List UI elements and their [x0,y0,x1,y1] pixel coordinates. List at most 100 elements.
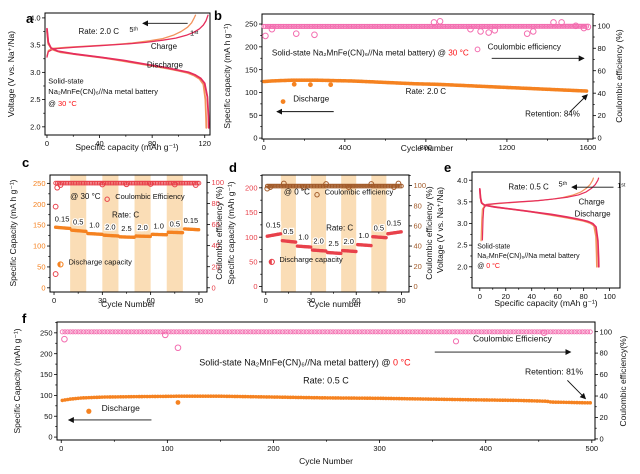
svg-text:800: 800 [420,143,433,152]
svg-text:150: 150 [40,370,53,379]
svg-text:Na₂MnFe(CN)₆//Na metal battery: Na₂MnFe(CN)₆//Na metal battery [48,87,158,96]
svg-text:4.0: 4.0 [457,176,467,185]
svg-text:3.5: 3.5 [30,41,40,50]
svg-text:@ 0 °C: @ 0 °C [284,187,310,196]
rate-step-label: 1.0 [298,233,308,242]
rate-step-label: 2.0 [343,237,353,246]
svg-text:Specific Capacity (mAh g⁻¹): Specific Capacity (mAh g⁻¹) [12,328,22,433]
svg-text:100: 100 [245,233,258,242]
svg-text:50: 50 [44,412,52,421]
svg-text:200: 200 [40,349,53,358]
svg-text:20: 20 [600,413,608,422]
rate-step-label: 1.0 [359,231,369,240]
svg-text:100: 100 [161,444,174,453]
rate-step-label: 2.0 [105,222,115,231]
rate-step-label: 0.15 [387,218,402,227]
svg-text:Discharge capacity: Discharge capacity [279,255,343,264]
panel-f-letter: f [22,311,27,326]
rate-step-label: 2.5 [121,224,131,233]
svg-text:40: 40 [528,292,536,301]
svg-text:Coulombic efficiency: Coulombic efficiency [488,42,561,51]
svg-text:Voltage (V vs. Na⁺/Na): Voltage (V vs. Na⁺/Na) [435,187,445,273]
svg-text:0: 0 [59,444,63,453]
panel-c-chart: 0 30 60 90 0 50 100 150 200 250 0 20 40 60 80 100 Cycle … [8,174,224,309]
svg-text:0: 0 [45,139,49,148]
svg-text:60: 60 [600,370,608,379]
svg-text:3.0: 3.0 [30,68,40,77]
panel-d-chart: 0 30 60 90 0 50 100 150 200 0 20 40 60 80 100 Cycle num… [226,174,434,309]
svg-text:0: 0 [264,296,268,305]
svg-text:Specific capacity (mA h g⁻¹): Specific capacity (mA h g⁻¹) [222,23,232,128]
svg-text:40: 40 [598,89,606,98]
svg-text:Rate: C: Rate: C [112,211,139,220]
rate-step-label: 0.15 [55,214,70,223]
rate-step-label: 0.15 [266,220,281,229]
svg-text:Rate: 0.5 C: Rate: 0.5 C [303,376,349,386]
svg-text:500: 500 [586,444,599,453]
svg-text:60: 60 [414,221,422,230]
svg-text:80: 80 [600,349,608,358]
svg-text:150: 150 [245,65,258,74]
svg-text:Retention: 81%: Retention: 81% [525,367,584,377]
svg-text:20: 20 [598,111,606,120]
svg-text:2.5: 2.5 [30,95,40,104]
svg-text:2.0: 2.0 [457,262,467,271]
svg-text:100: 100 [603,292,616,301]
svg-text:200: 200 [245,183,258,192]
svg-text:Solid-state: Solid-state [48,76,83,85]
svg-text:Na₂MnFe(CN)₆//Na metal battery: Na₂MnFe(CN)₆//Na metal battery [477,253,580,260]
rate-step-label: 1.0 [89,221,99,230]
svg-text:Coulombic efficiency (%): Coulombic efficiency (%) [424,186,434,280]
svg-text:50: 50 [37,263,45,272]
svg-text:Specific capacity (mAh g⁻¹): Specific capacity (mAh g⁻¹) [75,142,178,152]
svg-text:Voltage (V vs. Na⁺/Na): Voltage (V vs. Na⁺/Na) [6,31,16,117]
svg-text:150: 150 [245,208,258,217]
svg-text:Solid-state Na₂MnFe(CN)₆//Na m: Solid-state Na₂MnFe(CN)₆//Na metal batte… [199,357,411,367]
svg-text:1ˢᵗ: 1ˢᵗ [617,181,626,190]
panel-d-letter: d [229,160,237,175]
svg-text:Discharge: Discharge [575,210,612,219]
svg-text:3.0: 3.0 [457,219,467,228]
rate-step-label: 0.5 [73,217,83,226]
panel-f-chart: 0 100 200 300 400 500050100150200250020406080… [12,321,628,466]
svg-text:60: 60 [212,220,220,229]
svg-text:40: 40 [212,241,220,250]
svg-text:Discharge: Discharge [293,95,330,104]
svg-text:4.0: 4.0 [30,14,40,23]
svg-text:120: 120 [198,139,211,148]
svg-text:400: 400 [339,143,352,152]
svg-text:1ˢᵗ: 1ˢᵗ [190,28,199,37]
rate-step-label: 2.0 [313,237,323,246]
svg-text:@ 0 °C: @ 0 °C [477,262,500,270]
panel-b-chart: 0 400 800 1200 16000501001502002500204060801… [222,13,624,153]
curve-discharge-1st [46,27,210,129]
svg-text:100: 100 [414,181,427,190]
svg-text:Solid-state: Solid-state [477,244,510,251]
svg-text:Charge: Charge [578,197,605,206]
svg-text:250: 250 [40,328,53,337]
svg-text:50: 50 [249,257,257,266]
svg-text:Discharge capacity: Discharge capacity [69,257,133,266]
panel-c-letter: c [22,155,30,170]
rate-step-label: 0.15 [184,216,199,225]
svg-text:60: 60 [598,66,606,75]
svg-text:0: 0 [414,282,418,291]
svg-text:0: 0 [598,134,602,143]
svg-text:0: 0 [253,282,257,291]
svg-text:40: 40 [600,392,608,401]
svg-text:200: 200 [245,42,258,51]
svg-text:Retention: 84%: Retention: 84% [525,110,580,119]
svg-text:Coulombic efficiency: Coulombic efficiency [325,188,394,197]
svg-text:Cycle Number: Cycle Number [299,456,353,466]
svg-text:Charge: Charge [151,42,178,51]
svg-text:20: 20 [212,262,220,271]
svg-text:Coulombic efficiency (%): Coulombic efficiency (%) [214,186,224,280]
curve-charge-1st [481,177,600,241]
svg-text:30: 30 [307,296,315,305]
svg-text:100: 100 [598,21,611,30]
svg-text:Rate: 2.0 C: Rate: 2.0 C [79,27,120,36]
svg-text:100: 100 [245,88,258,97]
svg-text:Rate: 0.5 C: Rate: 0.5 C [508,183,549,192]
panel-a-chart: 0 40 80 120 2.0 2.5 3.0 3.5 4.0 Specific capacity… [6,12,211,152]
svg-text:3.5: 3.5 [457,197,467,206]
